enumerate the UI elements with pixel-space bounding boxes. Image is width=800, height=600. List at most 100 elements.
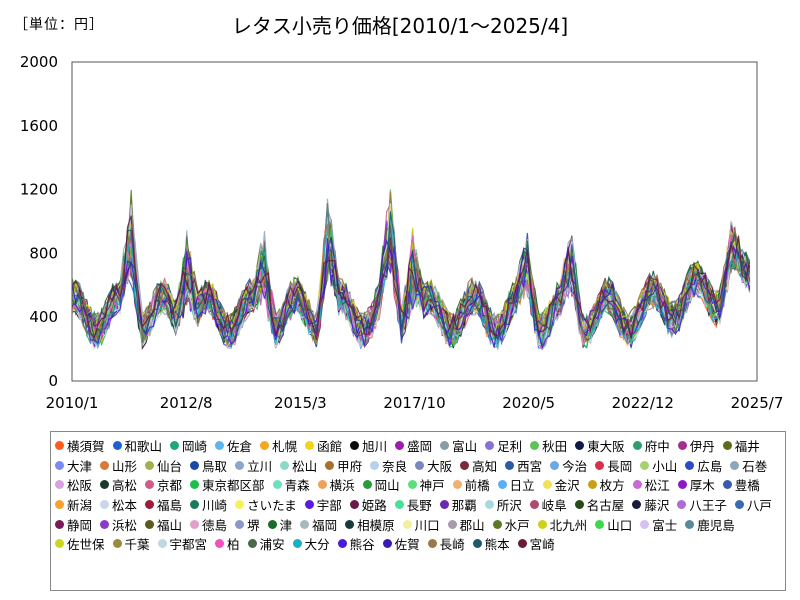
chart-title: レタス小売り価格[2010/1～2025/4] <box>231 14 569 38</box>
legend-marker <box>145 480 155 490</box>
legend-marker <box>734 500 744 510</box>
legend-item: 浜松 <box>100 514 137 534</box>
legend-marker <box>260 441 270 451</box>
legend-marker <box>439 500 449 510</box>
legend-item: 府中 <box>632 436 670 456</box>
legend-item: 北九州 <box>537 514 587 534</box>
legend-marker <box>100 500 110 510</box>
legend-label: 浦安 <box>259 537 285 553</box>
legend-marker <box>402 519 412 529</box>
legend-marker <box>350 441 360 451</box>
legend-label: 長岡 <box>607 458 633 474</box>
legend-label: 八戸 <box>746 498 772 514</box>
legend-marker <box>722 441 732 451</box>
legend-item: 岡崎 <box>170 436 207 456</box>
legend-marker <box>447 519 457 529</box>
legend-item: 松江 <box>632 475 670 495</box>
legend-label: 山口 <box>607 517 633 533</box>
legend-marker <box>452 480 462 490</box>
legend-label: 所沢 <box>496 498 522 514</box>
legend-marker <box>677 500 687 510</box>
legend-label: 伊丹 <box>689 439 715 455</box>
legend-item: 豊橋 <box>722 475 760 495</box>
legend-marker <box>460 460 470 470</box>
legend-item: 富士 <box>640 514 677 534</box>
x-tick-label: 2015/3 <box>274 394 327 412</box>
plot-lines <box>71 189 751 352</box>
legend-label: 松山 <box>292 458 318 474</box>
legend-marker <box>370 460 380 470</box>
legend-marker <box>55 519 64 529</box>
legend-label: 八王子 <box>689 498 727 514</box>
legend-marker <box>632 441 642 451</box>
legend-item: 岡山 <box>362 475 400 495</box>
legend-item: 所沢 <box>484 495 522 515</box>
legend-label: 浜松 <box>112 517 138 533</box>
legend-label: 松本 <box>112 498 138 514</box>
legend-marker <box>595 519 605 529</box>
legend-item: 大分 <box>292 534 330 554</box>
legend-item: 八王子 <box>677 495 727 515</box>
legend-label: 今治 <box>562 458 588 474</box>
legend-item: 熊本 <box>472 534 510 554</box>
legend-label: 相模原 <box>357 517 395 533</box>
legend-label: 前橋 <box>464 478 490 494</box>
legend-item: 旭川 <box>350 436 387 456</box>
legend-item: 東京都区部 <box>190 475 265 495</box>
legend-item: 宇都宮 <box>157 534 208 554</box>
legend-item: 札幌 <box>260 436 297 456</box>
legend-label: 長野 <box>406 498 432 514</box>
legend-item: 京都 <box>145 475 182 495</box>
legend-item: 宮崎 <box>517 534 555 554</box>
legend-item: 新潟 <box>55 495 92 515</box>
legend-label: 札幌 <box>272 439 298 455</box>
legend-marker <box>492 519 502 529</box>
legend-marker <box>550 460 560 470</box>
legend-marker <box>272 480 282 490</box>
legend-label: 松江 <box>644 478 670 494</box>
x-tick-label: 2012/8 <box>160 394 213 412</box>
legend-label: 横須賀 <box>67 439 105 455</box>
legend-item: 高松 <box>100 475 137 495</box>
legend-item: 横浜 <box>317 475 355 495</box>
legend-label: 盛岡 <box>407 439 433 455</box>
legend-label: 岐阜 <box>541 498 567 514</box>
legend-label: 日立 <box>509 478 535 494</box>
legend-marker <box>587 480 597 490</box>
x-tick-label: 2010/1 <box>46 394 99 412</box>
legend-marker <box>415 460 425 470</box>
legend-marker <box>484 500 494 510</box>
legend-label: 旭川 <box>362 439 388 455</box>
legend-marker <box>395 441 405 451</box>
legend-marker <box>235 519 245 529</box>
legend-marker <box>485 441 495 451</box>
legend-label: 仙台 <box>157 458 183 474</box>
legend-item: 長野 <box>394 495 432 515</box>
unit-label: ［単位：円］ <box>14 17 104 33</box>
legend-label: 藤沢 <box>644 498 670 514</box>
legend-label: 広島 <box>697 458 723 474</box>
legend-marker <box>300 519 310 529</box>
legend-marker <box>529 500 539 510</box>
legend-label: 郡山 <box>459 517 485 533</box>
legend-label: 佐倉 <box>227 439 253 455</box>
legend-marker <box>382 539 392 549</box>
legend-label: 足利 <box>497 439 523 455</box>
legend-marker <box>677 480 687 490</box>
legend-label: 富山 <box>452 439 478 455</box>
legend-label: 京都 <box>157 478 183 494</box>
x-axis-ticks: 2010/1 2012/8 2015/3 2017/10 2020/5 2022/12 20… <box>46 394 784 412</box>
legend-label: 岡崎 <box>182 439 208 455</box>
legend-label: 甲府 <box>337 458 363 474</box>
legend-label: 鹿児島 <box>697 517 735 533</box>
y-tick-label: 1600 <box>20 117 58 135</box>
y-tick-label: 800 <box>29 244 58 262</box>
legend-label: 宇都宮 <box>169 537 208 553</box>
legend-label: 姫路 <box>361 498 387 514</box>
legend-label: 松阪 <box>67 478 93 494</box>
legend-marker <box>472 539 482 549</box>
legend: 横須賀 和歌山 岡崎 佐倉 札幌 函館 旭川 盛岡 富山 足利 秋田 東大阪 府中 伊丹 福井 大津 山形 仙台 鳥… <box>50 431 786 591</box>
legend-marker <box>632 500 642 510</box>
legend-item: 福山 <box>145 514 182 534</box>
legend-marker <box>530 441 540 451</box>
